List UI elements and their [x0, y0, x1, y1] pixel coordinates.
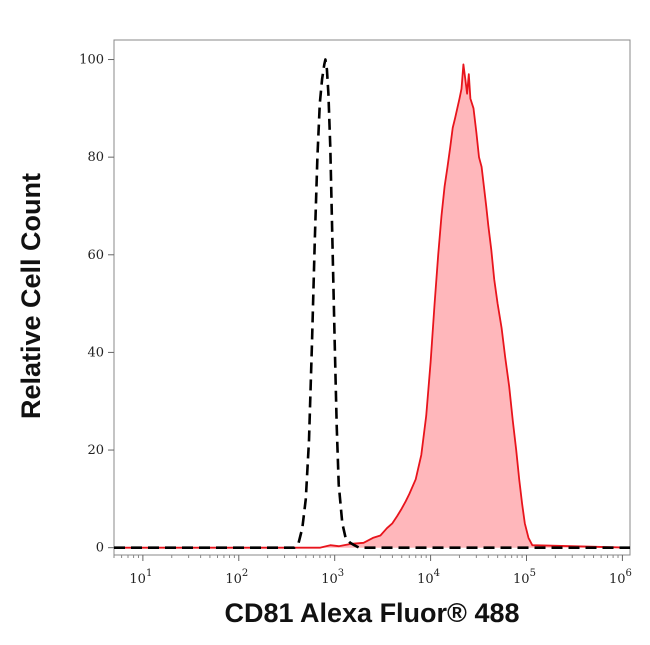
y-tick-label: 20 — [87, 443, 104, 458]
y-tick-label: 100 — [79, 53, 104, 68]
series-0-line — [114, 58, 630, 549]
y-axis: 0 20 40 60 80 100 — [79, 53, 114, 556]
series-1-area — [114, 64, 630, 548]
plot-frame — [113, 39, 631, 556]
x-axis-title: CD81 Alexa Fluor® 488 — [224, 598, 519, 628]
y-tick-label: 40 — [87, 345, 104, 360]
x-tick-label: 106 — [609, 568, 632, 587]
x-tick-label: 102 — [225, 568, 248, 587]
x-tick-label: 101 — [129, 568, 152, 587]
x-tick-label: 104 — [417, 568, 440, 587]
y-tick-label: 60 — [87, 248, 104, 263]
series-layer — [114, 58, 631, 549]
series-1-line — [114, 63, 631, 549]
y-axis-title: Relative Cell Count — [16, 173, 46, 419]
x-tick-label: 105 — [513, 568, 536, 587]
x-axis: 101 102 103 104 105 106 — [113, 555, 632, 587]
y-tick-label: 0 — [96, 541, 104, 556]
y-tick-label: 80 — [87, 150, 104, 165]
x-tick-label: 103 — [321, 568, 344, 587]
